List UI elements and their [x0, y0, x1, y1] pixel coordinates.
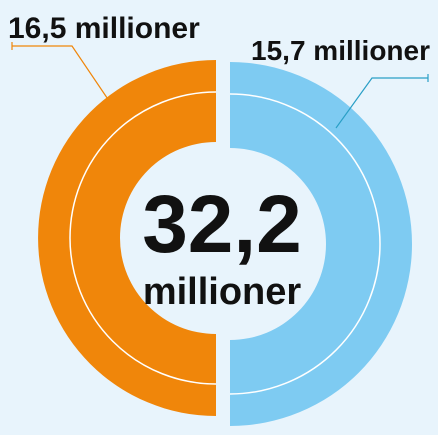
ring-divider-right: [229, 93, 381, 395]
series-label-right: 15,7 millioner: [251, 35, 430, 66]
total-unit: millioner: [143, 271, 302, 313]
donut-arcs: [38, 60, 412, 426]
total-value: 32,2: [142, 179, 302, 270]
leader-line-right: [335, 77, 428, 129]
leader-line-left: [12, 45, 123, 121]
donut-segment-right: [230, 62, 412, 426]
series-label-left: 16,5 millioner: [8, 12, 200, 45]
donut-segment-left: [38, 60, 216, 416]
ring-divider-left: [69, 91, 217, 385]
leader-lines: [11, 42, 429, 129]
